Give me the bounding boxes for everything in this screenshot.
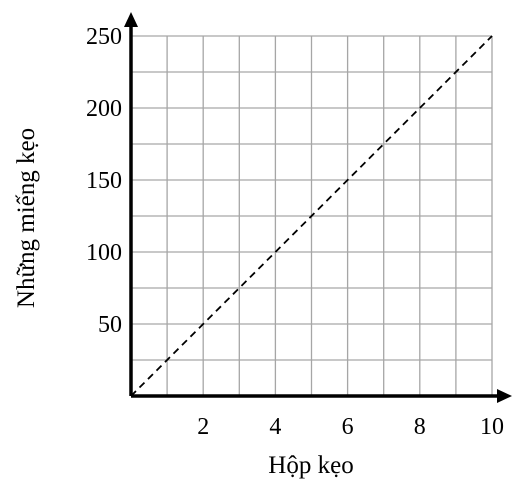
y-tick-label: 50 [98,312,122,338]
x-axis-label: Hộp kẹo [268,452,353,479]
y-tick-label: 100 [86,240,122,266]
axes [124,12,512,403]
series-line-group [130,35,493,397]
x-tick-label: 10 [480,414,504,440]
x-axis-arrowhead [497,389,512,403]
x-tick-label: 8 [414,414,426,440]
series-line [130,35,493,397]
x-tick-label: 6 [342,414,354,440]
tick-labels: 2 4 6 8 10 50 100 150 200 250 [86,24,504,440]
y-axis-arrowhead [124,12,138,27]
y-axis-label: Những miếng kẹo [13,128,40,308]
grid [131,35,493,396]
y-tick-label: 200 [86,96,122,122]
x-tick-label: 4 [269,414,281,440]
y-tick-label: 250 [86,24,122,50]
y-tick-label: 150 [86,168,122,194]
x-tick-label: 2 [197,414,209,440]
